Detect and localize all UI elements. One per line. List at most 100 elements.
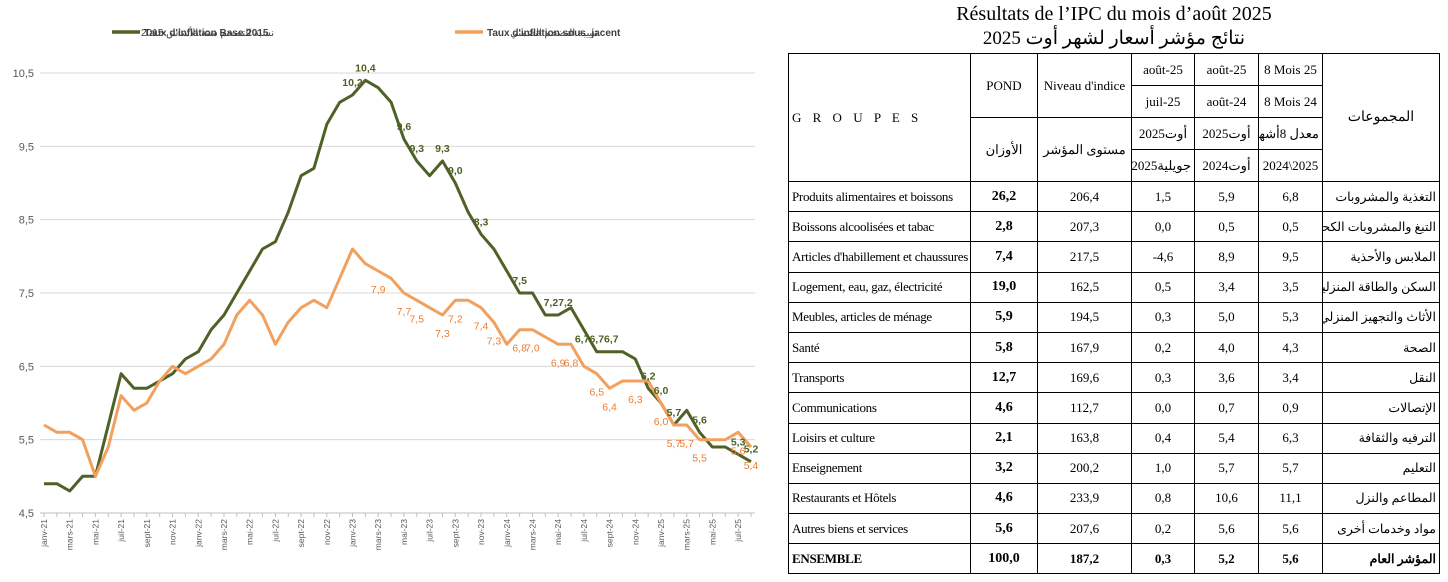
row-niveau: 217,5 bbox=[1037, 241, 1132, 273]
row-group-ar: الصحة bbox=[1322, 331, 1440, 364]
x-tick-label: nov-22 bbox=[322, 519, 332, 545]
row-var-annual: 5,9 bbox=[1194, 180, 1259, 213]
table-row: Enseignement 3,2 200,2 1,0 5,7 5,7 التعليم bbox=[788, 452, 1440, 484]
row-pond: 3,2 bbox=[970, 452, 1038, 484]
row-pond: 5,8 bbox=[970, 331, 1038, 364]
row-var-annual: 4,0 bbox=[1194, 331, 1259, 364]
row-var-monthly: 0,2 bbox=[1131, 331, 1195, 364]
header-c2-ar2: أوت2024 bbox=[1194, 149, 1259, 182]
x-tick-label: mai-23 bbox=[399, 519, 409, 545]
row-var-8months: 5,7 bbox=[1258, 452, 1323, 484]
data-label-base2015: 9,0 bbox=[448, 165, 463, 177]
row-var-8months: 9,5 bbox=[1258, 241, 1323, 273]
data-label-core: 5,5 bbox=[692, 453, 707, 465]
data-label-core: 5,4 bbox=[744, 460, 759, 472]
data-label-base2015: 10,2 bbox=[342, 77, 363, 89]
legend-label-base2015-fr: Taux d'inflation Base 2015 bbox=[144, 28, 269, 39]
row-group-ar: السكن والطاقة المنزلية bbox=[1322, 271, 1440, 303]
x-tick-label: nov-24 bbox=[630, 519, 640, 545]
row-var-monthly: 0,0 bbox=[1131, 211, 1195, 243]
row-var-monthly: -4,6 bbox=[1131, 241, 1195, 273]
data-label-core: 6,9 bbox=[551, 357, 566, 369]
row-var-annual: 3,4 bbox=[1194, 271, 1259, 303]
data-label-core: 7,7 bbox=[397, 306, 412, 318]
data-label-base2015: 5,2 bbox=[744, 444, 759, 456]
data-label-base2015: 10,4 bbox=[355, 62, 376, 74]
x-tick-label: mars-24 bbox=[527, 519, 537, 550]
header-pond: POND bbox=[970, 53, 1038, 118]
data-label-base2015: 6,2 bbox=[641, 370, 656, 382]
x-tick-label: nov-23 bbox=[476, 519, 486, 545]
y-tick-label: 5,5 bbox=[19, 435, 34, 447]
table-row: Produits alimentaires et boissons 26,2 206… bbox=[788, 180, 1440, 213]
row-group-ar: التغذية والمشروبات bbox=[1322, 180, 1440, 213]
row-group-fr: Produits alimentaires et boissons bbox=[788, 180, 971, 213]
data-label-base2015: 7,27,2 bbox=[544, 297, 573, 309]
header-c3-ar2: 2024\2025 bbox=[1258, 149, 1323, 182]
row-niveau: 112,7 bbox=[1037, 392, 1132, 424]
table-row: Restaurants et Hôtels 4,6 233,9 0,8 10,6 11,1… bbox=[788, 482, 1440, 515]
row-var-annual: 5,6 bbox=[1194, 513, 1259, 545]
data-label-core: 7,4 bbox=[474, 321, 489, 333]
header-c1-ar1: أوت2025 bbox=[1131, 117, 1195, 150]
row-var-annual: 0,7 bbox=[1194, 392, 1259, 424]
table-row: Logement, eau, gaz, électricité 19,0 162,5… bbox=[788, 271, 1440, 303]
row-var-monthly: 0,3 bbox=[1131, 301, 1195, 333]
series-line-core bbox=[43, 247, 753, 478]
row-var-monthly: 0,0 bbox=[1131, 392, 1195, 424]
row-group-fr: Logement, eau, gaz, électricité bbox=[788, 271, 971, 303]
data-label-base2015: 6,0 bbox=[654, 385, 669, 397]
table-row: ENSEMBLE 100,0 187,2 0,3 5,2 5,6 المؤشر العام bbox=[788, 543, 1440, 575]
x-tick-label: sept-24 bbox=[605, 519, 615, 548]
row-group-fr: Loisirs et culture bbox=[788, 422, 971, 454]
table-row: Transports 12,7 169,6 0,3 3,6 3,4 النقل bbox=[788, 362, 1440, 394]
table-row: Boissons alcoolisées et tabac 2,8 207,3 0,0… bbox=[788, 211, 1440, 243]
y-tick-label: 7,5 bbox=[19, 288, 34, 300]
row-var-annual: 3,6 bbox=[1194, 362, 1259, 394]
inflation-line-chart: 4,5 5,5 6,5 7,5 8,5 9,5 10,5 janv-21 mars-21 mai-… bbox=[13, 27, 759, 550]
table-row: Meubles, articles de ménage 5,9 194,5 0,3 5,… bbox=[788, 301, 1440, 333]
header-c1-mid: juil-25 bbox=[1131, 85, 1195, 118]
x-tick-label: mai-25 bbox=[707, 519, 717, 545]
row-var-8months: 5,6 bbox=[1258, 513, 1323, 545]
header-pond-ar: الأوزان bbox=[970, 117, 1038, 182]
x-tick-label: juil-23 bbox=[425, 519, 435, 543]
x-tick-label: mars-23 bbox=[373, 519, 383, 550]
row-var-8months: 5,3 bbox=[1258, 301, 1323, 333]
row-niveau: 187,2 bbox=[1037, 543, 1132, 575]
row-var-annual: 5,2 bbox=[1194, 543, 1259, 575]
row-var-monthly: 0,2 bbox=[1131, 513, 1195, 545]
header-c2-mid: août-24 bbox=[1194, 85, 1259, 118]
row-var-annual: 8,9 bbox=[1194, 241, 1259, 273]
row-niveau: 200,2 bbox=[1037, 452, 1132, 484]
row-group-ar: الملابس والأحذية bbox=[1322, 241, 1440, 273]
row-niveau: 207,6 bbox=[1037, 513, 1132, 545]
row-group-fr: Boissons alcoolisées et tabac bbox=[788, 211, 971, 243]
header-c3-ar1: معدل 8أشهر bbox=[1258, 117, 1323, 150]
row-pond: 2,8 bbox=[970, 211, 1038, 243]
table-row: Articles d'habillement et chaussures 7,4 2… bbox=[788, 241, 1440, 273]
data-label-core: 7,0 bbox=[525, 343, 540, 355]
row-group-ar: مواد وخدمات أخرى bbox=[1322, 513, 1440, 545]
row-niveau: 167,9 bbox=[1037, 331, 1132, 364]
row-var-8months: 0,5 bbox=[1258, 211, 1323, 243]
row-pond: 4,6 bbox=[970, 482, 1038, 515]
row-var-monthly: 1,0 bbox=[1131, 452, 1195, 484]
ipc-table-panel: Résultats de l’IPC du mois d’août 2025 ن… bbox=[780, 0, 1448, 582]
table-row: Communications 4,6 112,7 0,0 0,7 0,9 الإتصالات bbox=[788, 392, 1440, 424]
x-tick-label: juil-21 bbox=[116, 519, 126, 543]
row-var-annual: 10,6 bbox=[1194, 482, 1259, 515]
x-tick-label: mars-25 bbox=[682, 519, 692, 550]
x-tick-label: juil-25 bbox=[733, 519, 743, 543]
x-tick-label: mai-21 bbox=[90, 519, 100, 545]
x-tick-label: juil-24 bbox=[579, 519, 589, 543]
x-tick-label: nov-21 bbox=[168, 519, 178, 545]
data-label-core: 6,5 bbox=[589, 387, 604, 399]
data-label-core: 6,0 bbox=[654, 416, 669, 428]
data-label-base2015: 6,76,76,7 bbox=[575, 334, 619, 346]
row-group-ar: الترفيه والثقافة bbox=[1322, 422, 1440, 454]
row-pond: 4,6 bbox=[970, 392, 1038, 424]
row-niveau: 163,8 bbox=[1037, 422, 1132, 454]
inflation-chart-panel: 4,5 5,5 6,5 7,5 8,5 9,5 10,5 janv-21 mars-21 mai-… bbox=[13, 27, 759, 550]
row-var-monthly: 0,4 bbox=[1131, 422, 1195, 454]
